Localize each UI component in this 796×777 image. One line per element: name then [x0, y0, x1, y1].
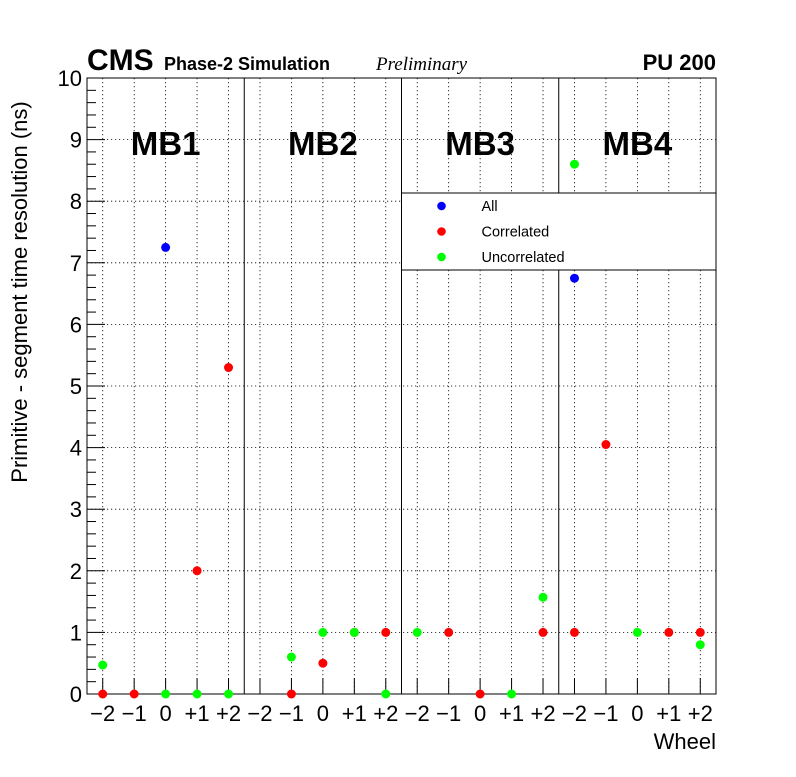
station-label: MB4: [603, 125, 673, 162]
data-point: [286, 652, 296, 662]
data-point: [475, 689, 485, 699]
data-point: [412, 627, 422, 637]
x-tick-label: +1: [185, 701, 210, 726]
data-point: [538, 627, 548, 637]
x-tick-label: +2: [216, 701, 241, 726]
x-tick-label: −2: [247, 701, 272, 726]
data-point: [695, 627, 705, 637]
data-point: [664, 627, 674, 637]
x-tick-label: −1: [593, 701, 618, 726]
phase-label: Phase-2 Simulation: [164, 54, 330, 74]
y-axis-title: Primitive - segment time resolution (ns): [7, 101, 32, 482]
data-point: [601, 440, 611, 450]
legend-label: Uncorrelated: [482, 250, 565, 266]
x-tick-label: 0: [160, 701, 172, 726]
station-label: MB2: [288, 125, 358, 162]
x-tick-label: −2: [405, 701, 430, 726]
data-point: [632, 627, 642, 637]
data-point: [161, 242, 171, 252]
y-tick-label: 9: [70, 128, 82, 153]
data-point: [381, 627, 391, 637]
data-point: [569, 273, 579, 283]
data-point: [224, 689, 234, 699]
data-point: [318, 658, 328, 668]
x-tick-label: −1: [436, 701, 461, 726]
station-labels: MB1 MB2 MB3 MB4: [131, 125, 673, 162]
data-point: [569, 159, 579, 169]
x-tick-label: −2: [562, 701, 587, 726]
y-tick-label: 5: [70, 374, 82, 399]
y-tick-label: 4: [70, 436, 82, 461]
y-tick-label: 10: [58, 66, 82, 91]
legend: All Correlated Uncorrelated: [401, 192, 717, 271]
data-point: [538, 592, 548, 602]
data-point: [98, 660, 108, 670]
y-tick-label: 3: [70, 497, 82, 522]
x-tick-label: −1: [279, 701, 304, 726]
data-point: [192, 566, 202, 576]
data-point: [507, 689, 517, 699]
x-tick-label: 0: [474, 701, 486, 726]
data-point: [129, 689, 139, 699]
x-tick-label: +1: [342, 701, 367, 726]
x-tick-label: +1: [656, 701, 681, 726]
x-tick-label: +2: [530, 701, 555, 726]
x-tick-label: 0: [631, 701, 643, 726]
x-tick-label: −1: [122, 701, 147, 726]
legend-label: Correlated: [482, 225, 550, 241]
x-tick-label: +2: [373, 701, 398, 726]
y-tick-label: 8: [70, 189, 82, 214]
data-points: [98, 159, 705, 699]
data-point: [98, 689, 108, 699]
x-tick-label: +2: [688, 701, 713, 726]
legend-marker: [437, 252, 446, 262]
y-tick-label: 7: [70, 251, 82, 276]
data-point: [161, 689, 171, 699]
data-point: [444, 627, 454, 637]
legend-box: [401, 192, 717, 271]
data-point: [381, 689, 391, 699]
cms-label: CMS: [87, 44, 154, 77]
y-tick-label: 6: [70, 312, 82, 337]
x-tick-label: +1: [499, 701, 524, 726]
pileup-label: PU 200: [643, 50, 716, 75]
data-point: [349, 627, 359, 637]
axis-ticks: [87, 77, 701, 695]
y-tick-label: 2: [70, 559, 82, 584]
y-tick-label: 0: [70, 682, 82, 707]
station-label: MB1: [131, 125, 201, 162]
data-point: [224, 363, 234, 373]
x-tick-label: 0: [317, 701, 329, 726]
x-axis-title: Wheel: [654, 729, 716, 754]
data-point: [192, 689, 202, 699]
legend-marker: [437, 201, 446, 211]
x-tick-label: −2: [90, 701, 115, 726]
legend-label: All: [482, 199, 498, 215]
data-point: [318, 627, 328, 637]
legend-marker: [437, 227, 446, 236]
station-label: MB3: [445, 125, 515, 162]
y-tick-label: 1: [70, 620, 82, 645]
data-point: [286, 689, 296, 699]
data-point: [569, 627, 579, 637]
data-point: [695, 640, 705, 650]
preliminary-label: Preliminary: [375, 54, 468, 75]
grid: [87, 78, 716, 694]
